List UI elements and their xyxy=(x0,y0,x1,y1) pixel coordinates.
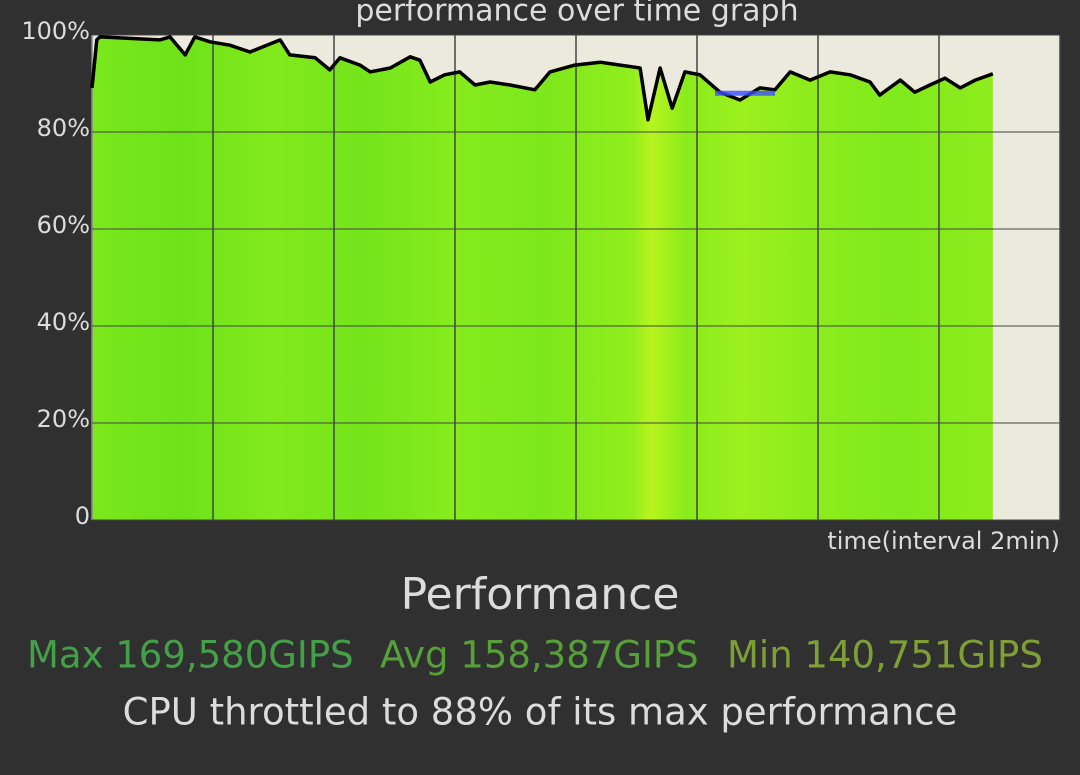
stat-max: Max 169,580GIPS xyxy=(27,634,354,677)
area xyxy=(92,36,993,521)
plot xyxy=(90,34,1061,521)
y-tick-label: 20% xyxy=(37,405,90,433)
conclusion: CPU throttled to 88% of its max performa… xyxy=(123,691,958,734)
y-tick-label: 60% xyxy=(37,211,90,239)
line xyxy=(90,35,994,122)
y-tick-label: 40% xyxy=(37,308,90,336)
heading: Performance xyxy=(401,569,680,620)
stat-avg: Avg 158,387GIPS xyxy=(380,634,699,677)
y-tick-label: 100% xyxy=(21,17,90,45)
chart-title: performance over time graph xyxy=(355,0,798,29)
x-axis-label: time(interval 2min) xyxy=(827,527,1060,555)
stat-min: Min 140,751GIPS xyxy=(727,634,1043,677)
y-tick-label: 80% xyxy=(37,114,90,142)
y-tick-label: 0 xyxy=(75,502,90,530)
